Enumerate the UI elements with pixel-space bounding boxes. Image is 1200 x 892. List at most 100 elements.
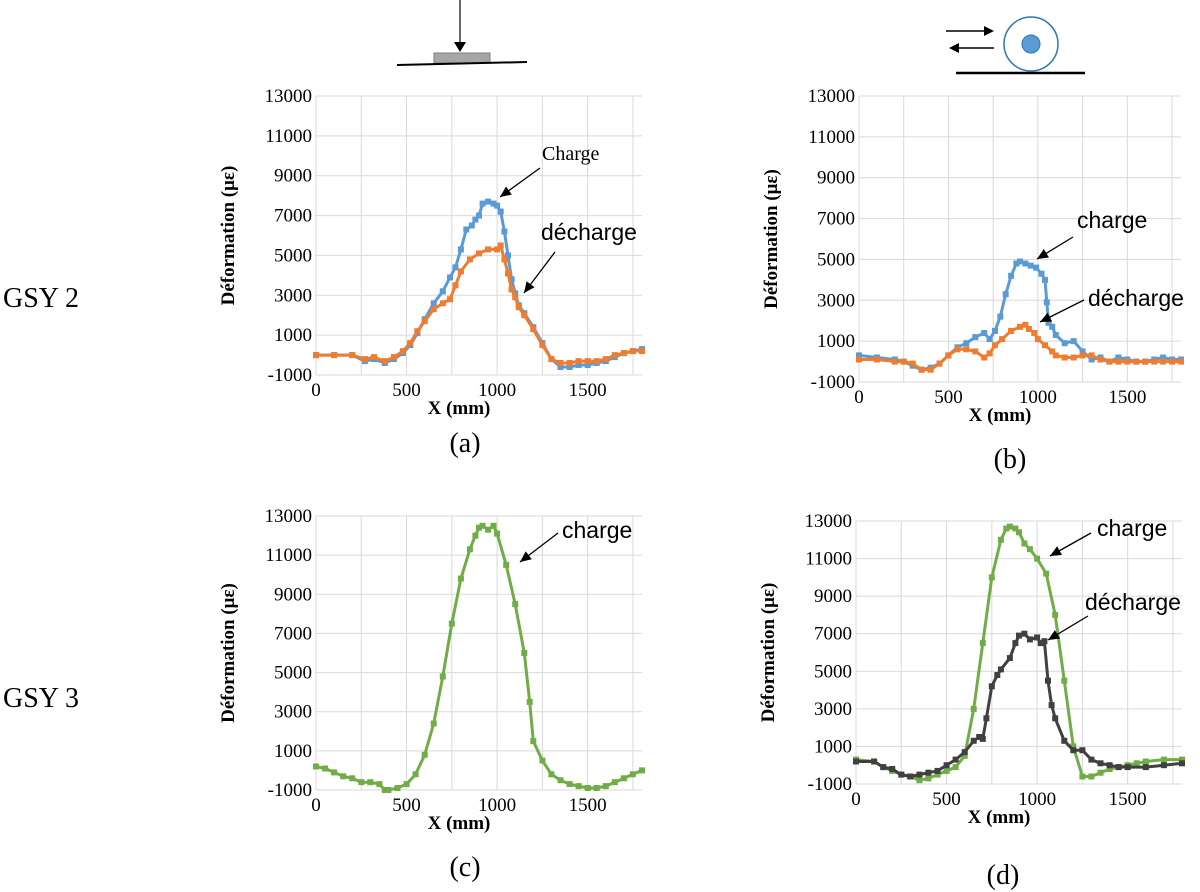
annotation-arrow-head	[1037, 249, 1049, 259]
data-point	[1106, 358, 1113, 365]
annotation-label: charge	[562, 517, 632, 543]
data-point	[927, 366, 934, 373]
data-point	[856, 352, 862, 359]
data-point	[1179, 760, 1185, 767]
data-point	[412, 771, 419, 778]
data-point	[992, 342, 998, 349]
data-point	[880, 764, 887, 771]
x-tick-label: 1500	[1109, 789, 1147, 810]
y-axis-label: Déformation (με)	[218, 166, 239, 306]
data-point	[1070, 747, 1077, 754]
data-point	[439, 673, 446, 680]
data-point	[1045, 677, 1051, 684]
data-point	[1012, 640, 1019, 647]
data-point	[1022, 321, 1029, 328]
data-point	[530, 738, 537, 745]
data-point	[986, 336, 993, 343]
data-point	[979, 640, 986, 647]
data-point	[629, 771, 636, 778]
data-point	[639, 767, 645, 774]
data-point	[981, 354, 988, 361]
y-tick-label: 1000	[814, 736, 852, 757]
data-point	[1026, 636, 1033, 643]
data-point	[1034, 555, 1041, 562]
panel-tag: (c)	[449, 852, 480, 883]
annotation-arrow-head	[1040, 312, 1053, 322]
data-point	[361, 356, 368, 363]
data-point	[501, 256, 508, 263]
data-point	[468, 222, 475, 229]
data-point	[452, 264, 459, 271]
x-axis-label: X (mm)	[428, 398, 491, 419]
y-tick-label: 7000	[274, 206, 312, 227]
y-axis-label: Déformation (με)	[218, 583, 239, 723]
data-point	[1017, 258, 1023, 265]
data-point	[1079, 352, 1086, 359]
data-point	[407, 340, 414, 347]
ground-line-a	[396, 61, 528, 66]
y-tick-label: 13000	[808, 86, 856, 107]
data-point	[494, 530, 501, 537]
wheel-hub	[1021, 34, 1041, 54]
x-tick-label: 0	[854, 387, 864, 408]
data-point	[485, 198, 492, 205]
data-point	[1169, 358, 1176, 365]
data-point	[1070, 338, 1077, 345]
data-point	[1031, 330, 1038, 336]
data-point	[466, 546, 473, 553]
data-point	[620, 350, 627, 357]
data-point	[988, 683, 995, 690]
data-point	[457, 575, 464, 582]
data-point	[566, 360, 573, 366]
x-axis-label: X (mm)	[968, 807, 1031, 828]
data-point	[1052, 352, 1059, 359]
y-tick-label: 1000	[274, 325, 312, 346]
panel-tag: (d)	[987, 860, 1020, 891]
data-point	[1124, 358, 1131, 365]
data-point	[1079, 747, 1086, 754]
series-line-decharge	[857, 323, 1183, 372]
chart-panel-d: -1000 1000 3000 5000 7000 9000 11000 13000 0 500 1…	[758, 511, 1185, 891]
data-point	[1037, 640, 1044, 647]
annotation-arrow-head	[1050, 546, 1062, 556]
data-point	[916, 777, 923, 784]
y-tick-label: -1000	[811, 372, 855, 393]
data-point	[1124, 764, 1131, 771]
data-point	[1160, 354, 1167, 361]
annotation-arrow-head	[1048, 630, 1060, 640]
data-point	[986, 350, 993, 357]
data-point	[602, 783, 609, 790]
annotation-label: décharge	[541, 219, 637, 245]
y-tick-label: -1000	[268, 365, 312, 386]
data-point	[620, 775, 627, 782]
data-point	[1070, 743, 1077, 750]
data-point	[1008, 327, 1015, 334]
data-point	[521, 650, 528, 656]
data-point	[313, 763, 319, 770]
data-point	[340, 773, 347, 780]
load-plate	[433, 52, 491, 64]
x-tick-label: 0	[311, 380, 321, 401]
data-point	[430, 720, 437, 727]
data-point	[1002, 291, 1009, 298]
data-point	[1061, 340, 1068, 347]
data-point	[521, 312, 528, 319]
data-point	[853, 758, 859, 765]
data-point	[526, 698, 533, 705]
data-point	[490, 522, 497, 529]
data-point	[367, 779, 374, 786]
y-tick-label: 9000	[274, 166, 312, 187]
annotation-label: charge	[1077, 207, 1147, 233]
data-point	[1079, 348, 1086, 355]
data-point	[1022, 260, 1029, 267]
y-tick-label: 7000	[814, 624, 852, 645]
x-tick-label: 1000	[1019, 387, 1057, 408]
y-tick-label: 3000	[274, 702, 312, 723]
rolling-load-schematic	[946, 16, 1085, 75]
data-point	[1043, 299, 1050, 306]
data-point	[358, 779, 365, 786]
data-point	[981, 330, 988, 336]
data-point	[371, 354, 377, 361]
data-point	[430, 306, 437, 313]
data-point	[472, 532, 479, 539]
